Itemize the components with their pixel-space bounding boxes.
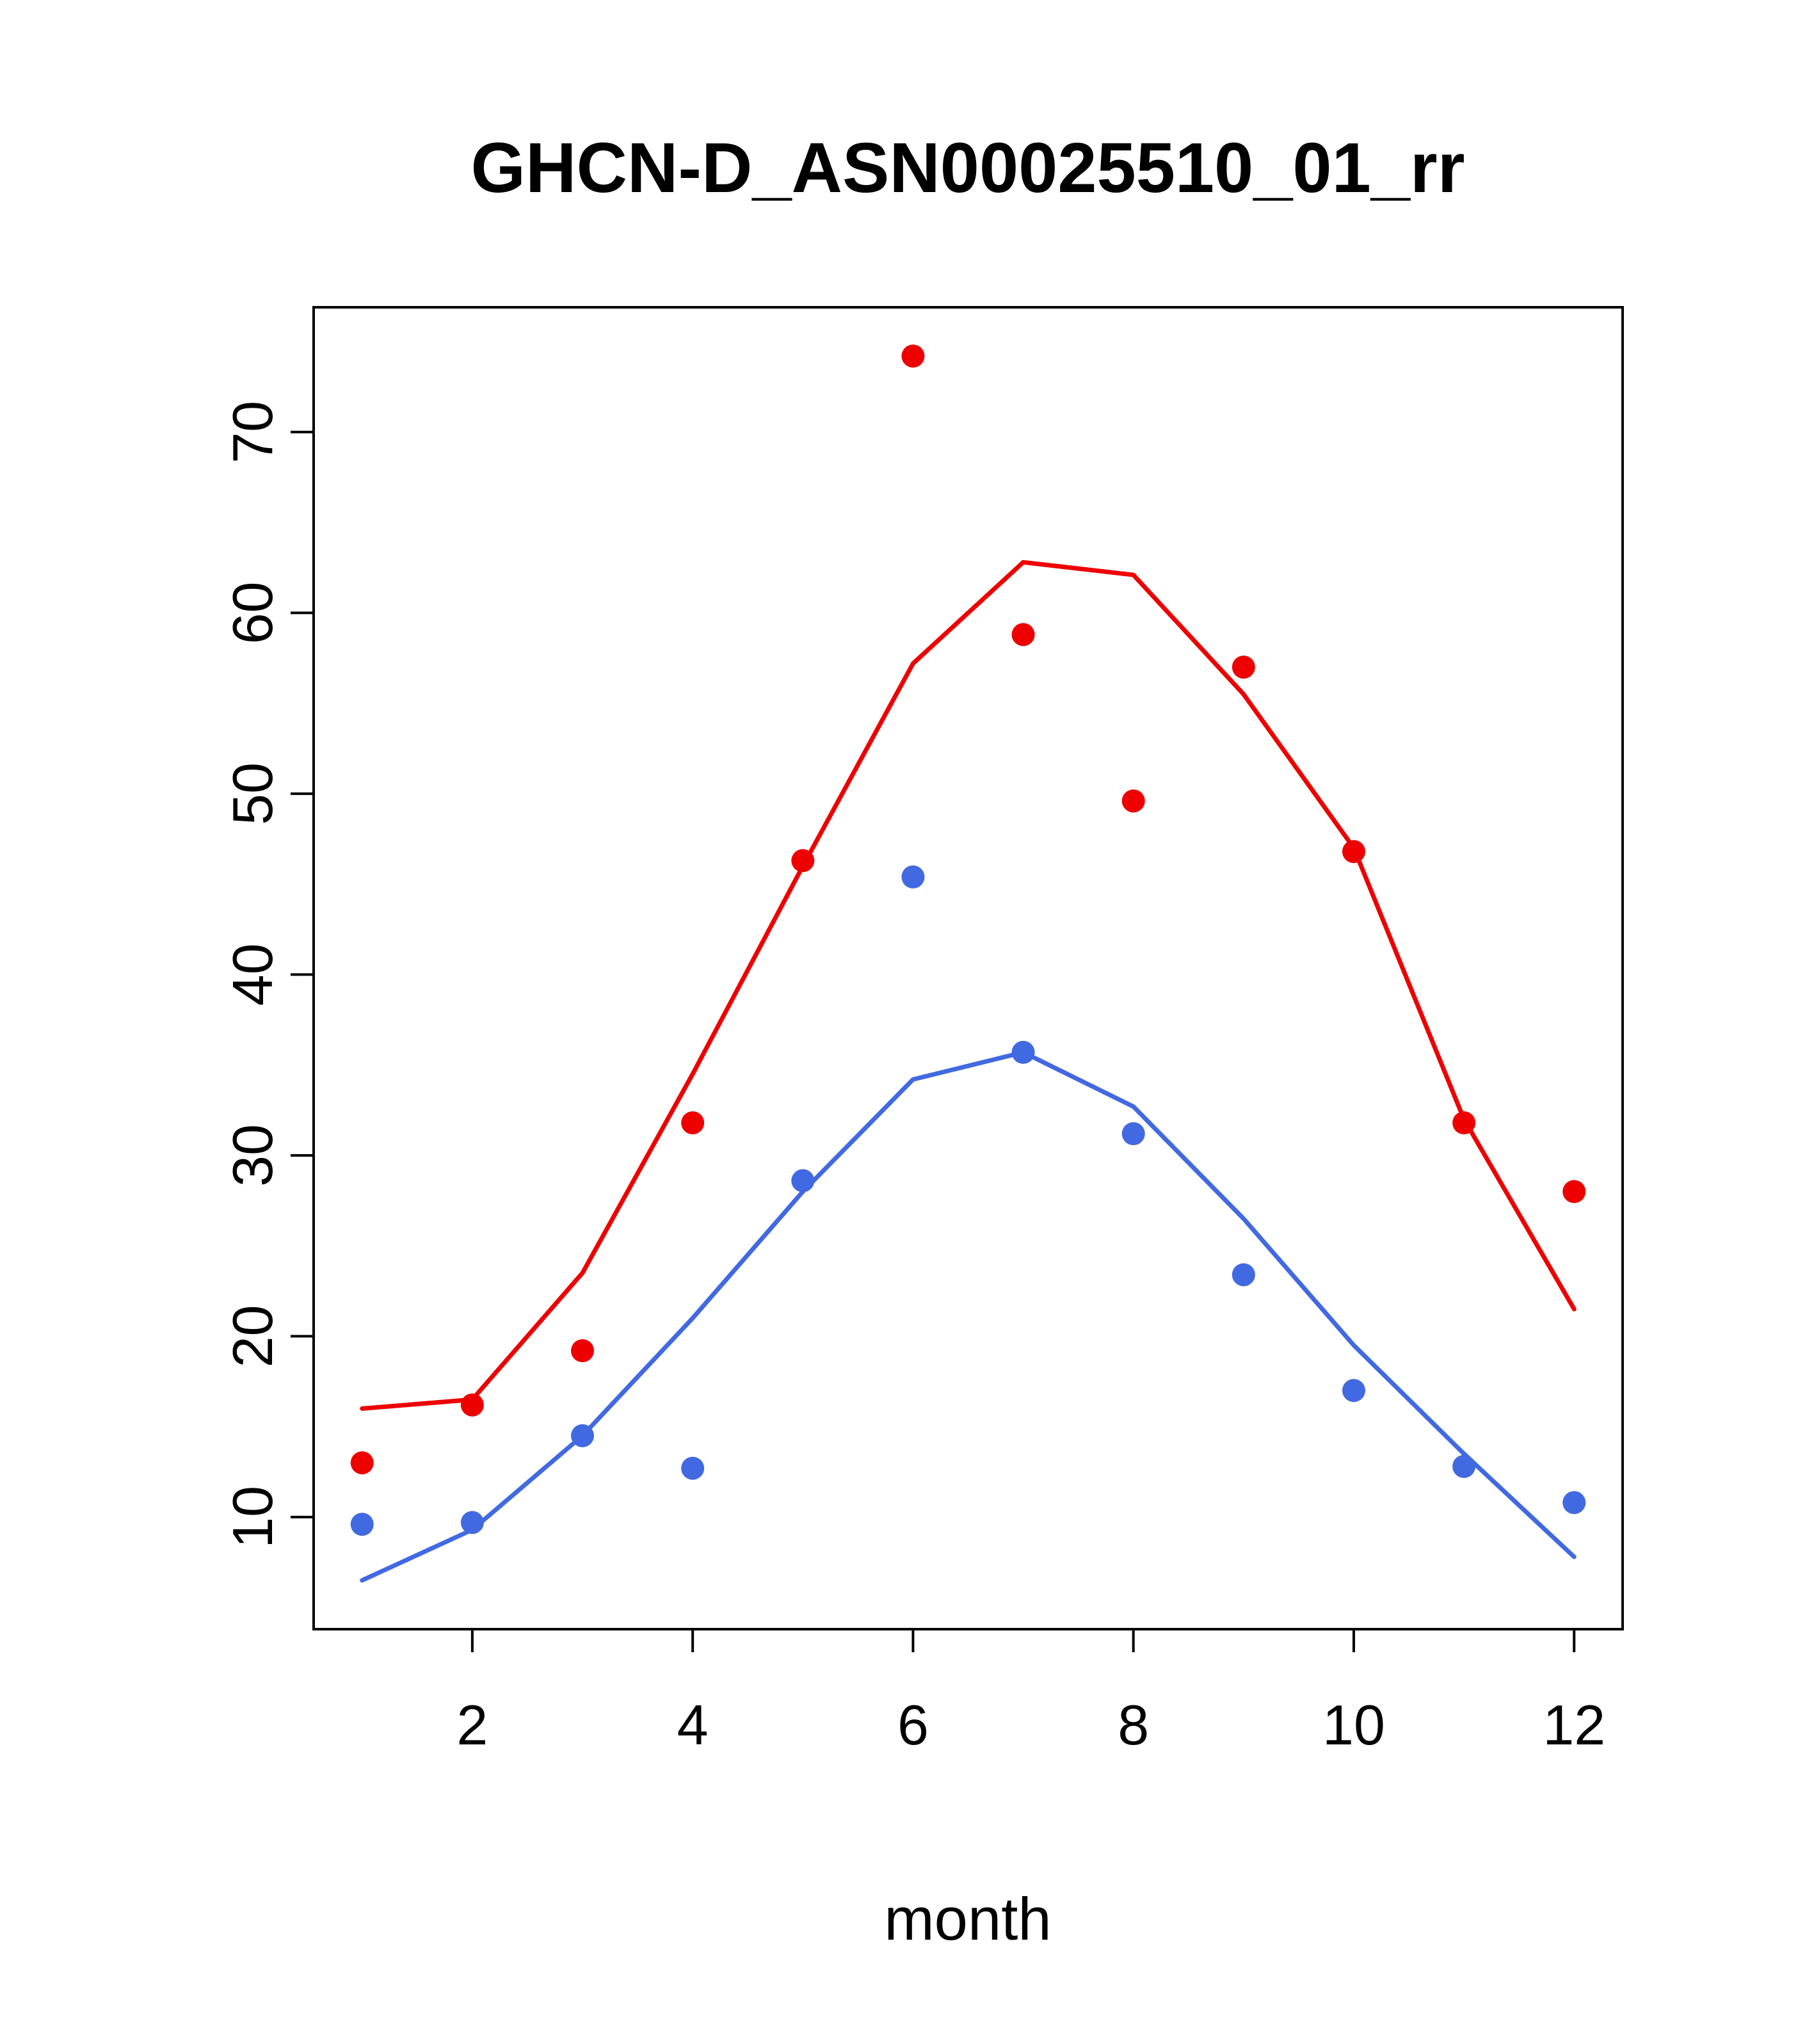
red-points-marker bbox=[1011, 623, 1035, 647]
blue-points-marker bbox=[460, 1511, 484, 1534]
red-points-marker bbox=[1121, 789, 1145, 813]
red-points-marker bbox=[1232, 656, 1255, 679]
red-points-marker bbox=[791, 849, 815, 873]
x-tick-label: 10 bbox=[1322, 1693, 1385, 1757]
blue-points-marker bbox=[571, 1424, 595, 1447]
red-points-marker bbox=[901, 344, 925, 368]
y-tick-label: 30 bbox=[221, 1124, 284, 1187]
plot-box bbox=[312, 306, 1624, 1630]
red-points-marker bbox=[350, 1451, 374, 1475]
plot-area: 2 4 6 8 10 12 10 20 30 40 50 60 70 bbox=[221, 306, 1624, 1757]
blue-points-marker bbox=[1342, 1379, 1365, 1403]
blue-line-path bbox=[360, 1050, 1577, 1583]
x-tick-label: 8 bbox=[1118, 1693, 1149, 1757]
x-tick-label: 4 bbox=[677, 1693, 709, 1757]
y-tick-label: 60 bbox=[221, 581, 284, 644]
y-tick-label: 40 bbox=[221, 943, 284, 1006]
blue-points-marker bbox=[901, 865, 925, 889]
x-axis-label: month bbox=[884, 1885, 1051, 1952]
red-points-marker bbox=[1562, 1180, 1586, 1203]
x-tick-label: 12 bbox=[1543, 1693, 1605, 1757]
red-points-marker bbox=[681, 1111, 705, 1135]
y-tick-label: 20 bbox=[221, 1305, 284, 1367]
blue-points-marker bbox=[1121, 1122, 1145, 1145]
red-points-marker bbox=[1452, 1111, 1476, 1135]
x-tick-label: 2 bbox=[456, 1693, 488, 1757]
blue-points-marker bbox=[1562, 1491, 1586, 1515]
y-tick-label: 50 bbox=[221, 762, 284, 825]
chart-title: GHCN-D_ASN00025510_01_rr bbox=[470, 129, 1465, 207]
red-points-marker bbox=[571, 1339, 595, 1362]
blue-points-marker bbox=[350, 1513, 374, 1536]
blue-points-marker bbox=[791, 1169, 815, 1193]
blue-points-marker bbox=[681, 1456, 705, 1480]
red-points-marker bbox=[1342, 840, 1365, 864]
red-line-path bbox=[360, 559, 1577, 1411]
y-tick-label: 10 bbox=[221, 1486, 284, 1549]
x-tick-label: 6 bbox=[897, 1693, 929, 1757]
y-tick-label: 70 bbox=[221, 401, 284, 463]
blue-points-marker bbox=[1232, 1263, 1255, 1287]
blue-points-marker bbox=[1011, 1040, 1035, 1064]
blue-points-marker bbox=[1452, 1454, 1476, 1478]
red-points-marker bbox=[460, 1393, 484, 1417]
